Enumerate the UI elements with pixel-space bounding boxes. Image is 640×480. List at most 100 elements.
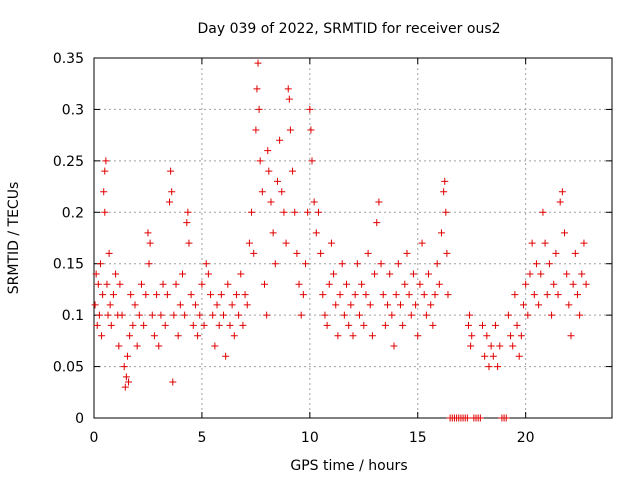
data-point	[181, 311, 189, 319]
data-point	[520, 301, 528, 309]
data-point	[351, 291, 359, 299]
data-point	[226, 321, 234, 329]
data-point	[371, 270, 379, 278]
data-point	[479, 321, 486, 329]
data-point	[248, 208, 256, 216]
data-point	[502, 414, 510, 422]
data-point	[541, 239, 549, 247]
data-point	[323, 321, 331, 329]
data-point	[358, 280, 366, 288]
data-point	[576, 311, 584, 319]
data-point	[284, 85, 292, 93]
data-point	[145, 260, 153, 268]
data-point	[332, 301, 340, 309]
data-point	[396, 301, 404, 309]
data-point	[420, 291, 428, 299]
data-point	[355, 311, 363, 319]
data-point	[528, 239, 536, 247]
data-point	[146, 239, 154, 247]
y-tick-label: 0.25	[53, 154, 84, 170]
x-tick-label: 0	[90, 430, 99, 446]
data-point	[349, 332, 357, 340]
data-point	[198, 280, 206, 288]
data-point	[209, 311, 217, 319]
data-point	[99, 291, 107, 299]
data-point	[282, 239, 290, 247]
data-point	[168, 188, 176, 196]
data-point	[125, 378, 133, 386]
y-tick-label: 0.15	[53, 257, 84, 273]
data-point	[131, 301, 139, 309]
data-point	[107, 321, 115, 329]
data-point	[202, 260, 210, 268]
data-point	[530, 291, 538, 299]
data-point	[189, 321, 197, 329]
data-point	[539, 208, 547, 216]
data-point	[194, 332, 202, 340]
data-point	[409, 270, 417, 278]
data-point	[285, 95, 293, 103]
data-point	[571, 249, 579, 257]
data-point	[187, 291, 195, 299]
data-point	[390, 342, 398, 350]
data-point	[106, 301, 114, 309]
data-point	[243, 301, 251, 309]
data-point	[135, 311, 143, 319]
data-point	[558, 188, 566, 196]
data-point	[550, 280, 558, 288]
data-point	[467, 342, 475, 350]
y-tick-label: 0.05	[53, 360, 84, 376]
data-point	[92, 270, 100, 278]
data-point	[239, 321, 247, 329]
data-point	[353, 260, 361, 268]
data-point	[433, 260, 441, 268]
plot-frame	[93, 57, 613, 419]
data-point	[273, 177, 281, 185]
data-point	[437, 229, 445, 237]
data-point	[431, 291, 439, 299]
data-point	[403, 249, 411, 257]
data-point	[379, 291, 387, 299]
data-point	[418, 239, 426, 247]
data-point	[302, 260, 310, 268]
data-point	[101, 208, 109, 216]
data-point	[207, 291, 215, 299]
chart-title: Day 039 of 2022, SRMTID for receiver ous…	[197, 21, 500, 37]
data-point	[405, 291, 413, 299]
data-point	[517, 332, 525, 340]
data-point	[491, 321, 499, 329]
data-point	[334, 332, 342, 340]
data-point	[215, 321, 223, 329]
data-points	[91, 59, 590, 422]
data-point	[522, 280, 530, 288]
data-point	[399, 321, 407, 329]
data-point	[291, 208, 299, 216]
data-point	[552, 249, 560, 257]
x-tick-label: 10	[301, 430, 319, 446]
data-point	[312, 229, 320, 237]
data-point	[368, 332, 376, 340]
data-point	[120, 363, 128, 371]
data-point	[384, 301, 392, 309]
data-point	[485, 363, 493, 371]
data-point	[170, 311, 178, 319]
data-point	[109, 291, 117, 299]
data-point	[105, 249, 113, 257]
data-point	[252, 126, 260, 134]
data-point	[98, 332, 106, 340]
data-point	[412, 301, 420, 309]
data-point	[153, 291, 161, 299]
data-point	[224, 280, 232, 288]
data-point	[310, 198, 318, 206]
data-point	[343, 280, 351, 288]
data-point	[314, 208, 322, 216]
data-point	[440, 188, 448, 196]
data-point	[299, 291, 307, 299]
data-point	[304, 208, 312, 216]
data-point	[228, 301, 236, 309]
data-point	[241, 291, 249, 299]
data-point	[422, 311, 430, 319]
data-point	[429, 321, 437, 329]
data-point	[232, 291, 240, 299]
